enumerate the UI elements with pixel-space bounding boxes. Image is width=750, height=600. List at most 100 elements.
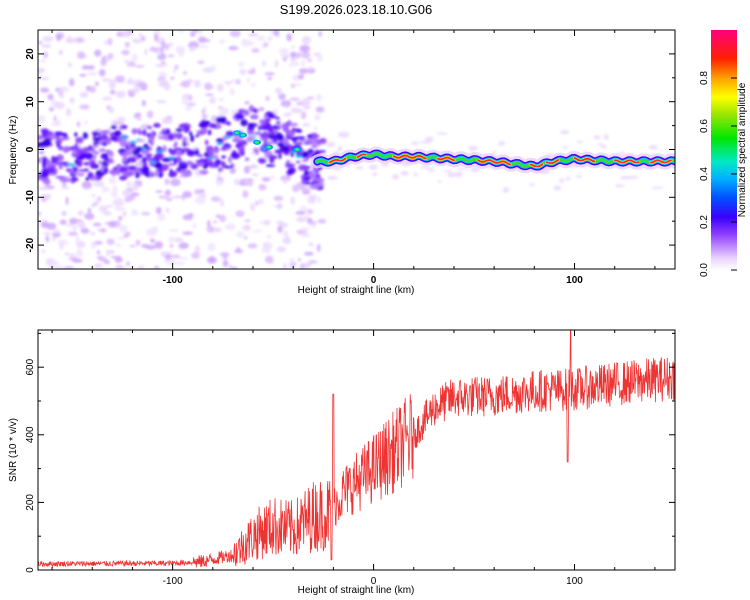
spectrogram-x-label: Height of straight line (km) [298,285,415,296]
spectrogram-x-ticks: -100 0 100 [51,30,656,286]
spectrogram-noise-blob [125,180,133,189]
snr-y-tick-label: 200 [25,494,36,511]
spectrogram-band-blob [74,142,78,150]
spectrogram-band-blob [189,131,193,137]
spectrogram-noise-blob [289,257,295,264]
spectrogram-band-blob [226,121,231,126]
spectrogram-noise-blob [183,70,188,75]
spectrogram-noise-blob [251,48,260,53]
spectrogram-hotspot-core [295,148,300,151]
spectrogram-noise-blob [59,49,63,56]
spectrogram-noise-blob [248,33,259,37]
spectrogram-band-blob [115,164,123,169]
spectrogram-band-blob [145,153,152,162]
spectrogram-band-blob [141,148,150,156]
spectrogram-noise-blob [198,36,208,43]
spectrogram-bright-spot [208,156,215,160]
spectrogram-noise-blob [119,224,128,233]
spectrogram-noise-blob [252,67,256,75]
spectrogram-band-blob [215,116,226,123]
spectrogram-noise-blob [41,248,46,254]
spectrogram-noise-blob [38,41,43,45]
spectrogram-band-blob [259,133,269,139]
spectrogram-band-blob [172,134,182,139]
spectrogram-noise-blob [116,236,127,240]
spectrogram-noise-blob [168,236,176,243]
spectrogram-noise-blob [124,41,130,48]
spectrogram-noise-blob [90,231,95,236]
spectrogram-band-blob [282,138,288,144]
spectrogram-noise-blob [134,162,144,166]
spectrogram-noise-blob [54,101,65,110]
colorbar-label: Normalized spectral amplitude [737,82,748,217]
spectrogram-noise-blob [470,166,481,173]
spectrogram-band-blob [46,131,54,137]
spectrogram-noise-blob [307,58,313,62]
spectrogram-bright-spot [252,134,256,138]
spectrogram-band-blob [272,135,278,142]
spectrogram-band-blob [295,136,306,140]
spectrogram-noise-blob [98,205,108,213]
spectrogram-noise-blob [626,175,639,180]
spectrogram-band-blob [51,156,60,162]
spectrogram-noise-blob [220,107,229,115]
spectrogram-noise-blob [247,243,258,249]
spectrogram-noise-blob [204,82,212,91]
spectrogram-band-blob [85,177,90,182]
spectrogram-noise-blob [238,61,245,67]
spectrogram-noise-blob [155,206,162,215]
spectrogram-noise-blob [317,196,322,204]
spectrogram-noise-blob [64,252,69,256]
spectrogram-noise-blob [400,171,409,176]
spectrogram-band-blob [180,165,188,169]
spectrogram-band-blob [149,171,153,178]
spectrogram-noise-blob [59,242,64,250]
spectrogram-noise-blob [188,94,193,102]
spectrogram-noise-blob [300,98,311,107]
ridge-peak-segment [650,159,672,164]
spectrogram-band-blob [58,164,63,170]
spectrogram-noise-blob [234,178,240,185]
spectrogram-band-blob [127,171,135,176]
spectrogram-band-blob [265,164,276,168]
spectrogram-noise-blob [107,79,118,82]
spectrogram-band-blob [318,150,327,153]
spectrogram-noise-blob [197,60,205,65]
spectrogram-band-blob [87,145,93,151]
spectrogram-noise-blob [62,182,67,187]
spectrogram-noise-blob [123,59,131,64]
spectrogram-noise-blob [317,218,327,224]
spectrogram-noise-blob [138,33,143,37]
spectrogram-noise-blob [38,77,50,81]
spectrogram-noise-blob [105,187,110,192]
spectrogram-band-blob [109,137,118,141]
spectrogram-noise-blob [52,228,61,233]
spectrogram-noise-blob [38,186,49,191]
spectrogram-noise-blob [105,204,114,208]
spectrogram-bright-spot [295,155,303,158]
spectrogram-noise-blob [81,181,92,190]
spectrogram-noise-blob [84,212,95,220]
spectrogram-band-blob [62,178,73,183]
spectrogram-noise-blob [303,105,311,110]
spectrogram-noise-blob [282,229,289,238]
spectrogram-noise-blob [165,207,170,214]
spectrogram-noise-blob [61,211,67,216]
spectrogram-noise-blob [93,263,104,269]
spectrogram-noise-blob [190,32,196,37]
spectrogram-noise-blob [241,178,251,182]
spectrogram-noise-blob [115,265,123,268]
spectrogram-noise-blob [246,77,251,83]
spectrogram-noise-blob [124,196,132,203]
spectrogram-noise-blob [244,100,250,105]
spectrogram-hotspot-core [267,145,272,149]
spectrogram-noise-blob [57,119,61,124]
spectrogram-noise-blob [146,110,154,119]
spectrogram-band-blob [168,172,177,178]
spectrogram-noise-blob [243,165,251,174]
spectrogram-noise-blob [144,48,148,56]
spectrogram-noise-blob [283,176,287,185]
spectrogram-y-label: Frequency (Hz) [8,116,19,185]
spectrogram-noise-blob [165,259,176,266]
spectrogram-noise-blob [84,119,88,125]
